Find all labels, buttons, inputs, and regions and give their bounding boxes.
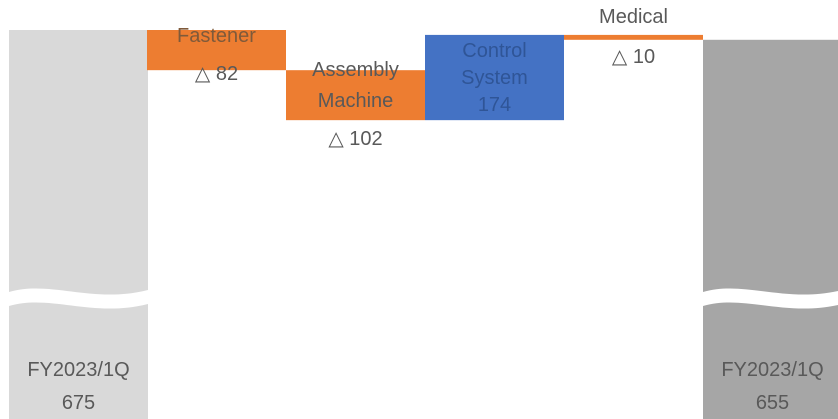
fastener-bar — [147, 30, 286, 71]
category-label: System — [461, 67, 528, 89]
start-bar — [9, 30, 148, 419]
assembly-bar — [286, 70, 425, 121]
axis-break-wave — [9, 288, 148, 309]
medical-bar — [564, 34, 703, 40]
category-label: Machine — [318, 90, 394, 112]
category-label: Control — [462, 40, 526, 62]
end-bar — [703, 39, 838, 419]
control-bar — [425, 34, 564, 121]
category-label: Medical — [599, 6, 668, 28]
value-label: 174 — [478, 94, 511, 116]
total-label-category: FY2023/1Q — [721, 359, 823, 381]
total-label-category: FY2023/1Q — [27, 359, 129, 381]
total-label-value: 675 — [62, 392, 95, 414]
value-label: △ 10 — [612, 46, 655, 68]
category-label: Fastener — [177, 25, 256, 47]
value-label: △ 82 — [195, 63, 238, 85]
axis-break-wave — [703, 288, 838, 309]
value-label: △ 102 — [328, 128, 382, 150]
category-label: Assembly — [312, 59, 399, 81]
total-label-value: 655 — [756, 392, 789, 414]
